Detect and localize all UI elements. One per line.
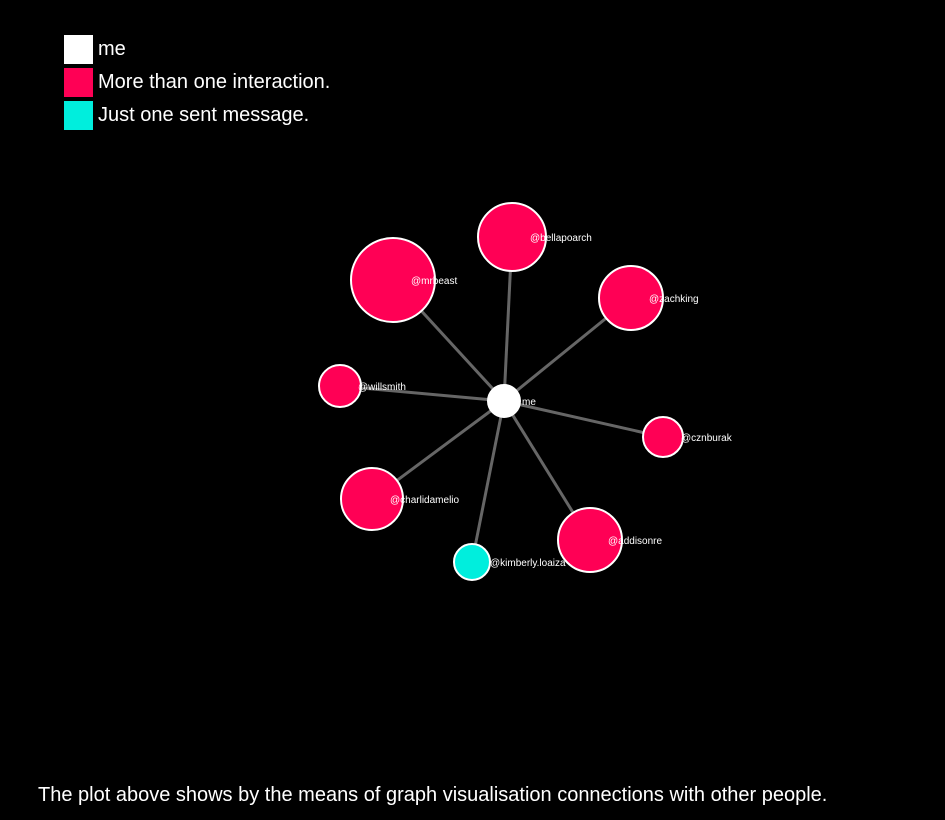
node-label-cznburak: @cznburak [681,433,733,444]
node-label-willsmith: @willsmith [358,382,406,393]
node-cznburak[interactable] [642,416,684,458]
node-label-charlidamelio: @charlidamelio [390,495,460,506]
node-addisonre[interactable] [557,507,623,573]
node-bellapoarch[interactable] [477,202,547,272]
node-zachking[interactable] [598,265,664,331]
node-willsmith[interactable] [318,364,362,408]
node-label-mrbeast: @mrbeast [411,276,457,287]
node-label-zachking: @zachking [649,294,699,305]
legend-item-one-message: Just one sent message. [64,101,330,130]
graph-nodes [318,202,684,581]
node-label-bellapoarch: @bellapoarch [530,233,592,244]
link-me-willsmith [339,384,505,403]
legend-swatch-one-message [64,101,93,130]
node-label-addisonre: @addisonre [608,536,663,547]
node-me[interactable] [487,384,521,418]
node-label-me: me [522,397,536,408]
link-me-kimberly-loaiza [470,400,506,563]
graph-labels: @mrbeast @bellapoarch @zachking @willsmith @… [358,233,733,569]
node-kimberly-loaiza[interactable] [453,543,491,581]
legend-item-multiple-interactions: More than one interaction. [64,68,330,97]
legend: me More than one interaction. Just one s… [64,35,330,134]
legend-label-multiple-interactions: More than one interaction. [98,71,331,93]
legend-swatch-multiple-interactions [64,68,93,97]
link-me-cznburak [503,399,664,439]
legend-swatch-me [64,35,93,64]
legend-item-me: me [64,35,330,64]
caption: The plot above shows by the means of gra… [38,784,828,806]
legend-label-me: me [98,38,126,60]
node-charlidamelio[interactable] [340,467,404,531]
node-label-kimberly-loaiza: @kimberly.loaiza [490,558,566,569]
legend-label-one-message: Just one sent message. [98,104,310,126]
node-mrbeast[interactable] [350,237,436,323]
